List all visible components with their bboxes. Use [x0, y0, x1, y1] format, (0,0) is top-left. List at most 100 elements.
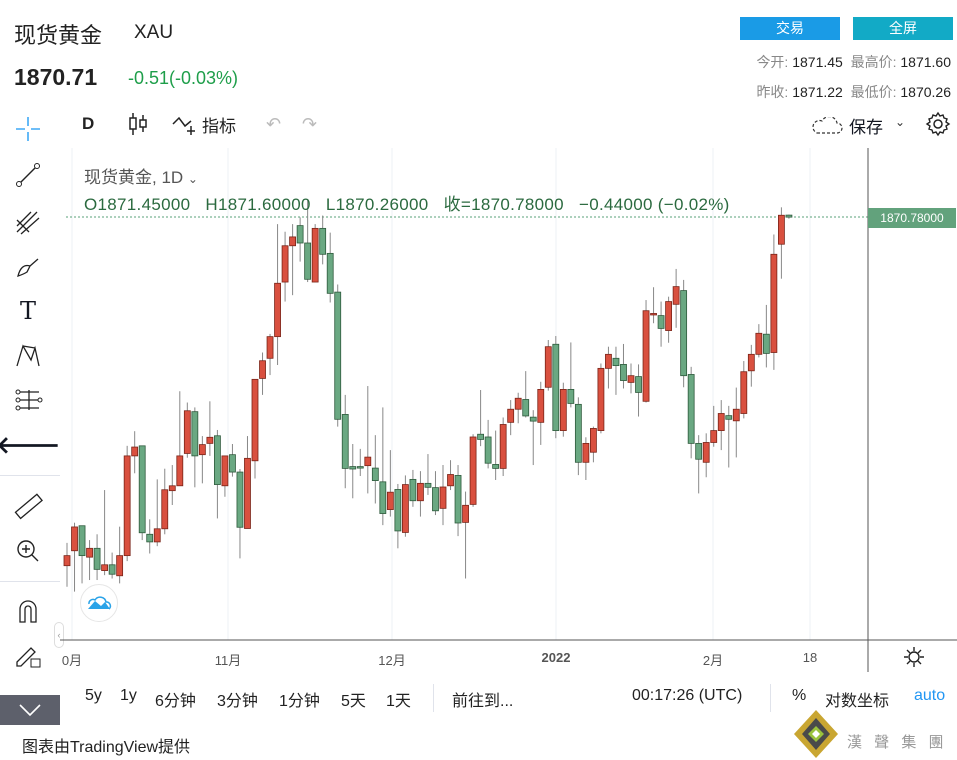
candle — [432, 471, 439, 516]
trendline-icon[interactable] — [10, 160, 46, 190]
fib-tools-icon[interactable] — [10, 206, 46, 236]
chevron-down-icon: ⌄ — [187, 172, 198, 186]
candle-body-up — [650, 313, 657, 316]
candle — [778, 207, 785, 279]
divider — [770, 684, 771, 712]
percent-toggle[interactable]: % — [792, 687, 807, 704]
cloud-icon — [812, 116, 843, 134]
candle-body-up — [559, 389, 567, 431]
candle — [168, 465, 176, 505]
undo-icon[interactable]: ↶ — [266, 114, 282, 134]
candle — [477, 390, 485, 447]
chevron-down-icon — [19, 704, 41, 717]
candle-body-down — [574, 403, 582, 463]
range-button[interactable]: 1分钟 — [279, 693, 320, 710]
candle — [326, 232, 334, 303]
candle-body-up — [582, 442, 590, 463]
hide-drawings-button[interactable] — [0, 695, 60, 725]
candle-body-down — [725, 415, 733, 420]
candle-body-up — [732, 408, 740, 422]
range-button[interactable]: 1天 — [386, 693, 411, 710]
legend-open: O1871.45000 — [84, 195, 191, 214]
candle-body-up — [417, 482, 424, 502]
candle — [740, 361, 748, 419]
goto-date-button[interactable]: 前往到... — [452, 693, 514, 710]
clock-time[interactable]: 00:17:26 (UTC) — [632, 687, 743, 704]
candle — [251, 378, 259, 479]
lock-drawings-icon[interactable] — [10, 640, 46, 670]
candle-body-down — [762, 333, 770, 354]
legend-title[interactable]: 现货黄金, 1D ⌄ — [84, 163, 198, 188]
interval-button[interactable]: D — [82, 114, 95, 133]
range-button[interactable]: 5y — [85, 687, 102, 704]
divider — [433, 684, 434, 712]
candle — [259, 352, 266, 395]
collapse-toolbar-handle[interactable]: ‹ — [54, 622, 64, 648]
candle-body-down — [695, 442, 703, 460]
candle-body-up — [161, 489, 169, 530]
candle-body-up — [63, 555, 71, 567]
candle — [356, 448, 364, 477]
candle-body-up — [597, 367, 605, 431]
brush-icon[interactable] — [10, 252, 46, 282]
candle-body-up — [702, 442, 710, 463]
legend-symbol: 现货黄金, 1D — [84, 168, 184, 187]
trade-button[interactable]: 交易 — [740, 17, 840, 40]
prediction-icon[interactable] — [10, 386, 46, 416]
high-label: 最高价: — [850, 54, 897, 70]
candle-body-down — [356, 466, 364, 469]
indicators-button[interactable]: 指标 — [172, 112, 236, 137]
open-high-stats: 今开: 1871.45 最高价: 1871.60 — [756, 52, 951, 72]
candlestick-chart[interactable] — [0, 0, 957, 680]
legend-high: H1871.60000 — [205, 195, 311, 214]
pattern-icon[interactable] — [10, 340, 46, 370]
redo-icon[interactable]: ↷ — [302, 114, 318, 134]
range-button[interactable]: 6分钟 — [155, 693, 196, 710]
candle-body-down — [454, 475, 462, 524]
save-button[interactable]: 保存 — [811, 113, 883, 138]
log-scale-toggle[interactable]: 对数坐标 — [825, 693, 890, 710]
candle-body-down — [138, 445, 146, 534]
range-button[interactable]: 5天 — [341, 693, 366, 710]
magnet-icon[interactable] — [10, 596, 46, 626]
zoom-in-icon[interactable] — [10, 536, 46, 566]
crosshair-icon[interactable] — [10, 114, 46, 144]
range-button[interactable]: 3分钟 — [217, 693, 258, 710]
candle — [341, 394, 349, 489]
candle-body-up — [311, 227, 319, 283]
candle-body-down — [334, 291, 342, 420]
candle — [605, 346, 612, 389]
tradingview-logo-button[interactable] — [80, 584, 118, 622]
candle-body-down — [229, 454, 236, 473]
legend-change: −0.44000 (−0.02%) — [578, 195, 730, 214]
candle — [71, 522, 78, 592]
ruler-icon[interactable] — [10, 492, 46, 522]
high-value: 1871.60 — [900, 54, 951, 70]
auto-scale-toggle[interactable]: auto — [914, 687, 946, 704]
candle-style-icon[interactable] — [128, 112, 148, 136]
settings-gear-icon[interactable] — [925, 111, 951, 137]
fullscreen-button[interactable]: 全屏 — [853, 17, 953, 40]
axis-settings-icon[interactable] — [903, 646, 925, 668]
chart-credit[interactable]: 图表由TradingView提供 — [22, 739, 191, 756]
candle — [191, 407, 199, 488]
candle-body-down — [349, 466, 357, 470]
candle-body-up — [710, 430, 718, 443]
x-tick-label: 18 — [802, 650, 818, 665]
candle — [755, 324, 763, 358]
text-tool-icon[interactable]: T — [19, 297, 36, 325]
x-tick-label: 2月 — [702, 653, 724, 668]
candle-body-down — [612, 357, 620, 367]
range-button[interactable]: 1y — [120, 687, 137, 704]
candle-body-up — [266, 336, 274, 359]
toolbar-divider — [0, 581, 60, 582]
candle-body-down — [687, 374, 695, 444]
candle-body-down — [552, 343, 560, 431]
candle — [198, 436, 206, 484]
candle — [732, 387, 740, 458]
candle — [244, 436, 251, 529]
candle-body-up — [386, 491, 394, 510]
candle — [747, 344, 755, 387]
toolbar-divider — [0, 475, 60, 476]
chevron-down-icon[interactable]: ⌄ — [895, 115, 906, 129]
